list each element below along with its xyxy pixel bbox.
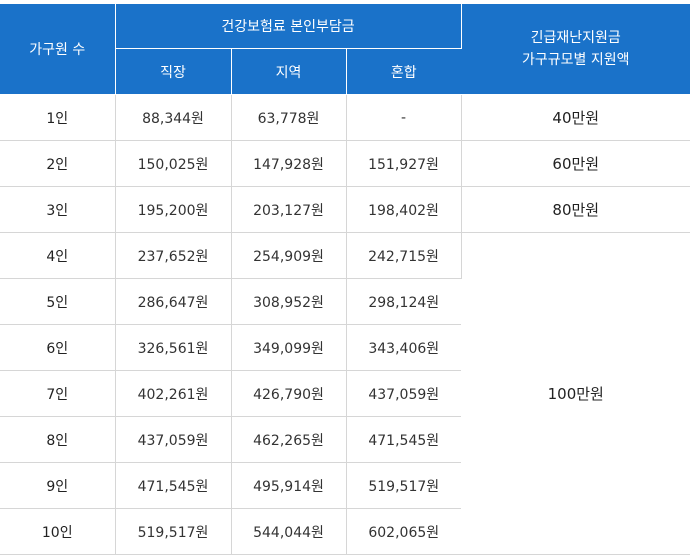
regional-premium-cell: 462,265원 <box>231 416 347 463</box>
mixed-premium-cell: 602,065원 <box>346 508 461 555</box>
household-size-cell: 4인 <box>0 232 116 279</box>
table-row: 3인 195,200원 203,127원 198,402원 80만원 <box>0 186 690 233</box>
header-mixed: 혼합 <box>346 48 461 95</box>
header-premium-group: 건강보험료 본인부담금 <box>115 4 462 49</box>
employee-premium-cell: 195,200원 <box>115 186 232 233</box>
regional-premium-cell: 495,914원 <box>231 462 347 509</box>
table-row: 9인 471,545원 495,914원 519,517원 <box>0 462 690 509</box>
household-size-cell: 1인 <box>0 94 116 141</box>
mixed-premium-cell: 242,715원 <box>346 232 462 279</box>
household-size-cell: 10인 <box>0 508 116 555</box>
grant-amount-cell: 40만원 <box>461 94 690 141</box>
employee-premium-cell: 286,647원 <box>115 278 232 325</box>
employee-premium-cell: 150,025원 <box>115 140 232 187</box>
grant-amount-cell: 80만원 <box>461 186 690 233</box>
household-size-cell: 2인 <box>0 140 116 187</box>
household-size-cell: 3인 <box>0 186 116 233</box>
table-body: 1인 88,344원 63,778원 - 40만원 2인 150,025원 14… <box>0 94 690 555</box>
table-row: 2인 150,025원 147,928원 151,927원 60만원 <box>0 140 690 187</box>
household-size-cell: 6인 <box>0 324 116 371</box>
table-row: 7인 402,261원 426,790원 437,059원 <box>0 370 690 417</box>
table-row: 8인 437,059원 462,265원 471,545원 <box>0 416 690 463</box>
header-row-top: 가구원 수 건강보험료 본인부담금 긴급재난지원금 가구규모별 지원액 <box>0 4 690 95</box>
table-row: 1인 88,344원 63,778원 - 40만원 <box>0 94 690 141</box>
household-size-cell: 7인 <box>0 370 116 417</box>
employee-premium-cell: 437,059원 <box>115 416 232 463</box>
table-row: 5인 286,647원 308,952원 298,124원 <box>0 278 690 325</box>
mixed-premium-cell: 198,402원 <box>346 186 462 233</box>
mixed-premium-cell: 343,406원 <box>346 324 461 371</box>
support-table: 가구원 수 건강보험료 본인부담금 긴급재난지원금 가구규모별 지원액 직장 지… <box>0 4 690 555</box>
employee-premium-cell: 237,652원 <box>115 232 232 279</box>
mixed-premium-cell: 519,517원 <box>346 462 461 509</box>
employee-premium-cell: 519,517원 <box>115 508 232 555</box>
household-size-cell: 8인 <box>0 416 116 463</box>
regional-premium-cell: 63,778원 <box>231 94 347 141</box>
header-row-sub: 직장 지역 혼합 <box>0 48 690 95</box>
header-regional: 지역 <box>231 48 347 95</box>
header-grant-line1: 긴급재난지원금 <box>530 30 621 46</box>
employee-premium-cell: 326,561원 <box>115 324 232 371</box>
header-grant: 긴급재난지원금 가구규모별 지원액 <box>461 4 690 95</box>
regional-premium-cell: 544,044원 <box>231 508 347 555</box>
header-employee: 직장 <box>115 48 232 95</box>
table-row: 6인 326,561원 349,099원 343,406원 <box>0 324 690 371</box>
household-size-cell: 5인 <box>0 278 116 325</box>
table-row: 10인 519,517원 544,044원 602,065원 <box>0 508 690 555</box>
regional-premium-cell: 147,928원 <box>231 140 347 187</box>
mixed-premium-cell: 471,545원 <box>346 416 461 463</box>
regional-premium-cell: 308,952원 <box>231 278 347 325</box>
employee-premium-cell: 471,545원 <box>115 462 232 509</box>
regional-premium-cell: 254,909원 <box>231 232 347 279</box>
employee-premium-cell: 88,344원 <box>115 94 232 141</box>
grant-amount-cell: 60만원 <box>461 140 690 187</box>
regional-premium-cell: 203,127원 <box>231 186 347 233</box>
household-size-cell: 9인 <box>0 462 116 509</box>
mixed-premium-cell: 151,927원 <box>346 140 462 187</box>
header-household: 가구원 수 <box>0 4 116 95</box>
table-row: 4인 237,652원 254,909원 242,715원 100만원 <box>0 232 690 555</box>
table-header: 가구원 수 건강보험료 본인부담금 긴급재난지원금 가구규모별 지원액 직장 지… <box>0 4 690 95</box>
grant-amount-cell-merged: 100만원 <box>461 232 690 555</box>
mixed-premium-cell: 298,124원 <box>346 278 461 325</box>
employee-premium-cell: 402,261원 <box>115 370 232 417</box>
mixed-premium-cell: - <box>346 94 462 141</box>
mixed-premium-cell: 437,059원 <box>346 370 461 417</box>
regional-premium-cell: 426,790원 <box>231 370 347 417</box>
header-grant-line2: 가구규모별 지원액 <box>522 52 630 68</box>
regional-premium-cell: 349,099원 <box>231 324 347 371</box>
